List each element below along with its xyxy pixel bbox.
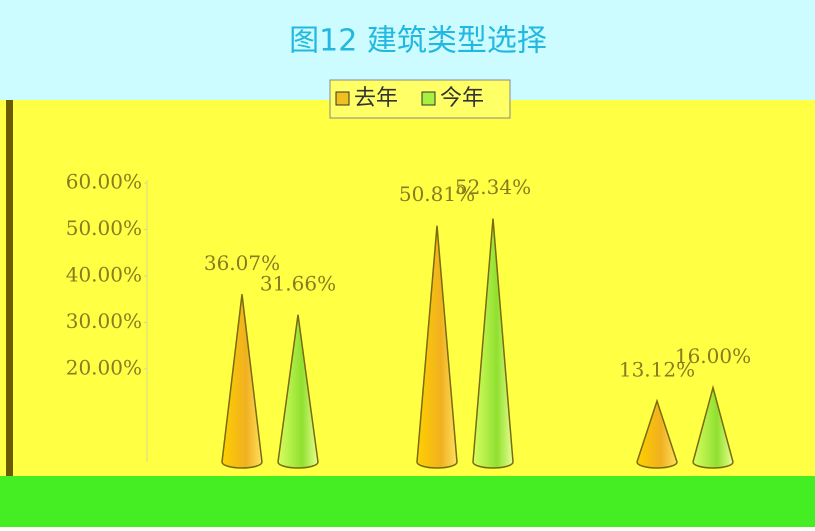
legend-swatch: [421, 91, 436, 106]
cone: [221, 294, 263, 469]
chart-title: 图12 建筑类型选择: [289, 24, 547, 59]
cone: [416, 225, 458, 469]
cone: [472, 218, 514, 469]
value-label: 16.00%: [675, 344, 751, 368]
y-tick-label: 60.00%: [66, 170, 142, 194]
value-label: 13.12%: [619, 357, 695, 381]
legend-label: 去年: [354, 86, 398, 111]
legend-swatch: [335, 91, 350, 106]
value-label: 31.66%: [260, 271, 336, 295]
y-tick-label: 20.00%: [66, 356, 142, 380]
value-label: 52.34%: [455, 175, 531, 199]
cone: [692, 384, 734, 469]
legend: [329, 79, 511, 119]
cone: [636, 398, 678, 469]
y-tick-label: 40.00%: [66, 263, 142, 287]
value-label: 50.81%: [399, 182, 475, 206]
value-label: 36.07%: [204, 251, 280, 275]
footer-bg: [0, 476, 815, 527]
cone: [277, 314, 319, 469]
plot-bg: [0, 100, 815, 476]
y-tick-label: 50.00%: [66, 216, 142, 240]
left-bar: [6, 100, 13, 476]
legend-label: 今年: [440, 86, 484, 111]
y-tick-label: 30.00%: [66, 309, 142, 333]
